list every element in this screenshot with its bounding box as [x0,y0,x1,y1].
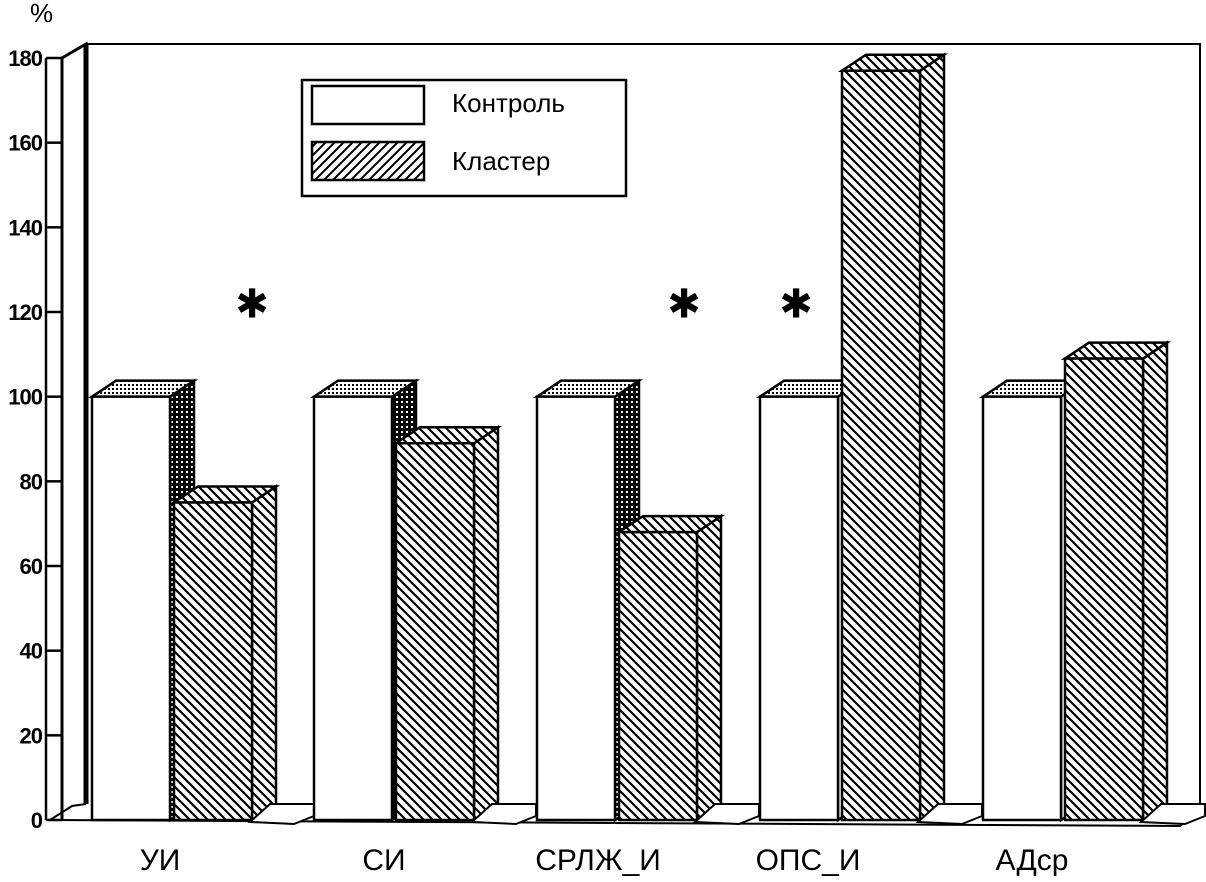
y-tick-label: 60 [20,554,43,579]
y-axis: 0 20 40 60 80 100 120 140 160 180 [8,46,62,833]
significance-mark-4: ✱ [779,283,813,327]
bar-cluster-4-front [840,69,922,822]
bar-cluster-2-side [472,424,500,823]
y-tick-label: 180 [8,46,42,71]
y-tick-label: 140 [8,215,42,240]
y-unit-label: % [30,0,53,28]
significance-marks: ✱ ✱ ✱ [235,283,813,327]
bar-cluster-5-side [1141,340,1169,823]
back-wall [86,43,1201,808]
y-tick-label: 160 [8,131,42,156]
floor-slab-5 [1138,803,1206,826]
x-category-label: СРЛЖ_И [535,844,661,877]
bar-cluster-3-side [695,513,723,823]
legend-label-control: Контроль [452,88,565,118]
legend-label-cluster: Кластер [452,146,550,176]
x-category-label: ОПС_И [756,844,861,877]
significance-mark-3: ✱ [667,283,701,327]
bar-cluster-1-side [250,484,278,823]
bar-cluster-5 [1060,340,1172,823]
y-tick-label: 20 [20,723,43,748]
bar-control-2-front [312,395,394,822]
bar-cluster-1 [169,484,281,823]
floor-corner [49,803,87,821]
y-tick-label: 80 [20,469,43,494]
bar-cluster-2-front [394,441,476,822]
left-wall [60,41,88,820]
bar-cluster-1-front [172,501,254,822]
bar-control-3-front [535,395,617,822]
bar-cluster-3 [614,513,726,823]
x-category-label: СИ [362,844,405,877]
y-tick-label: 40 [20,639,43,664]
y-tick-label: 0 [31,808,43,833]
legend-swatch-control [310,84,426,126]
x-category-label: АДср [995,844,1068,877]
bar-cluster-4-side [918,52,946,823]
bar-control-1-front [90,395,172,822]
x-category-label: УИ [140,844,181,877]
y-tick-label: 120 [8,300,42,325]
legend-swatch-cluster [310,140,426,182]
y-tick-label: 100 [8,385,42,410]
legend: Контроль Кластер [300,78,628,198]
bar-cluster-4 [837,52,949,823]
bar-control-4-front [758,395,840,822]
bar-cluster-2 [391,424,503,823]
bar-control-5-front [981,395,1063,822]
bar-cluster-5-front [1063,357,1145,822]
bar-cluster-3-front [617,530,699,822]
bars [87,52,1206,826]
significance-mark-1: ✱ [235,283,269,327]
x-axis: УИ СИ СРЛЖ_И ОПС_И АДср [140,844,1069,877]
